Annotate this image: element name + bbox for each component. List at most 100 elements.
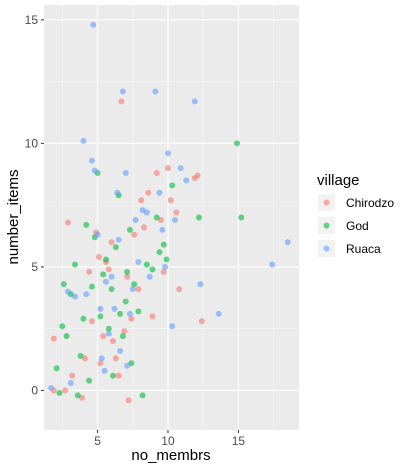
data-point-god [80, 315, 87, 322]
data-point-ruaca [102, 278, 109, 285]
data-point-ruaca [67, 380, 74, 387]
data-point-god [156, 249, 163, 256]
data-point-ruaca [126, 310, 133, 317]
data-point-chirodzo [112, 355, 119, 362]
y-axis-ticks: 0 5 10 15 [25, 13, 44, 397]
data-point-god [63, 333, 70, 340]
data-point-ruaca [48, 384, 55, 391]
data-point-god [139, 392, 146, 399]
data-point-ruaca [115, 236, 122, 243]
data-point-chirodzo [167, 197, 174, 204]
data-point-chirodzo [64, 219, 71, 226]
data-point-ruaca [94, 231, 101, 238]
data-point-god [71, 261, 78, 268]
data-point-god [102, 256, 109, 263]
data-point-chirodzo [118, 98, 125, 105]
y-tick-label: 5 [31, 260, 38, 274]
data-point-chirodzo [62, 387, 69, 394]
legend-label-ruaca: Ruaca [346, 242, 381, 256]
data-point-ruaca [105, 330, 112, 337]
data-point-chirodzo [194, 172, 201, 179]
data-point-ruaca [162, 263, 169, 270]
legend-title: village [317, 172, 360, 189]
data-point-god [131, 281, 138, 288]
data-point-god [110, 372, 117, 379]
data-point-ruaca [169, 323, 176, 330]
y-axis-title: number_items [5, 169, 22, 264]
legend-key-point [323, 199, 330, 206]
data-point-ruaca [119, 88, 126, 95]
data-point-chirodzo [97, 360, 104, 367]
y-tick-label: 15 [25, 13, 39, 27]
data-point-god [126, 226, 133, 233]
data-point-ruaca [152, 88, 159, 95]
data-point-god [149, 266, 156, 273]
data-point-ruaca [215, 310, 222, 317]
data-point-chirodzo [124, 273, 131, 280]
data-point-ruaca [132, 216, 139, 223]
data-point-chirodzo [198, 318, 205, 325]
plot-panel [44, 5, 299, 430]
data-point-god [195, 214, 202, 221]
grid-major [44, 5, 299, 430]
data-point-ruaca [197, 281, 204, 288]
data-point-chirodzo [125, 397, 132, 404]
data-point-ruaca [129, 286, 136, 293]
data-point-ruaca [177, 165, 184, 172]
legend: village Chirodzo God Ruaca [317, 172, 394, 257]
data-point-god [108, 286, 115, 293]
data-point-ruaca [88, 157, 95, 164]
data-point-chirodzo [100, 333, 107, 340]
data-point-ruaca [117, 347, 124, 354]
data-point-ruaca [183, 177, 190, 184]
data-point-chirodzo [110, 338, 117, 345]
data-point-ruaca [159, 226, 166, 233]
data-point-ruaca [80, 137, 87, 144]
data-point-chirodzo [69, 372, 76, 379]
x-tick-label: 15 [232, 434, 246, 448]
data-point-god [163, 256, 170, 263]
x-axis-ticks: 5 10 15 [94, 430, 245, 448]
data-point-god [105, 325, 112, 332]
data-point-god [169, 182, 176, 189]
data-point-ruaca [114, 189, 121, 196]
x-tick-label: 5 [94, 434, 101, 448]
legend-key-point [323, 245, 330, 252]
data-point-ruaca [98, 355, 105, 362]
legend-key-point [323, 222, 330, 229]
data-point-god [100, 271, 107, 278]
data-point-chirodzo [153, 170, 160, 177]
data-point-ruaca [71, 293, 78, 300]
data-point-chirodzo [128, 315, 135, 322]
y-tick-label: 0 [31, 383, 38, 397]
data-point-ruaca [124, 362, 131, 369]
data-point-god [119, 333, 126, 340]
data-point-ruaca [83, 291, 90, 298]
data-point-god [160, 241, 167, 248]
data-point-chirodzo [105, 266, 112, 273]
data-point-chirodzo [145, 189, 152, 196]
data-point-chirodzo [50, 335, 57, 342]
data-point-god [112, 244, 119, 251]
data-point-ruaca [146, 273, 153, 280]
data-point-chirodzo [173, 209, 180, 216]
data-point-god [56, 389, 63, 396]
x-axis-title: no_membrs [131, 447, 210, 464]
data-point-ruaca [64, 288, 71, 295]
data-point-ruaca [97, 305, 104, 312]
data-point-ruaca [101, 367, 108, 374]
data-point-god [86, 377, 93, 384]
data-point-chirodzo [121, 328, 128, 335]
data-point-chirodzo [138, 197, 145, 204]
data-point-chirodzo [131, 231, 138, 238]
legend-label-god: God [346, 219, 369, 233]
data-point-chirodzo [176, 286, 183, 293]
data-point-ruaca [111, 305, 118, 312]
data-point-god [124, 268, 131, 275]
data-point-ruaca [269, 261, 276, 268]
data-point-god [122, 298, 129, 305]
legend-items: Chirodzo God Ruaca [318, 194, 394, 257]
data-point-chirodzo [108, 239, 115, 246]
data-point-god [59, 323, 66, 330]
data-point-chirodzo [164, 165, 171, 172]
